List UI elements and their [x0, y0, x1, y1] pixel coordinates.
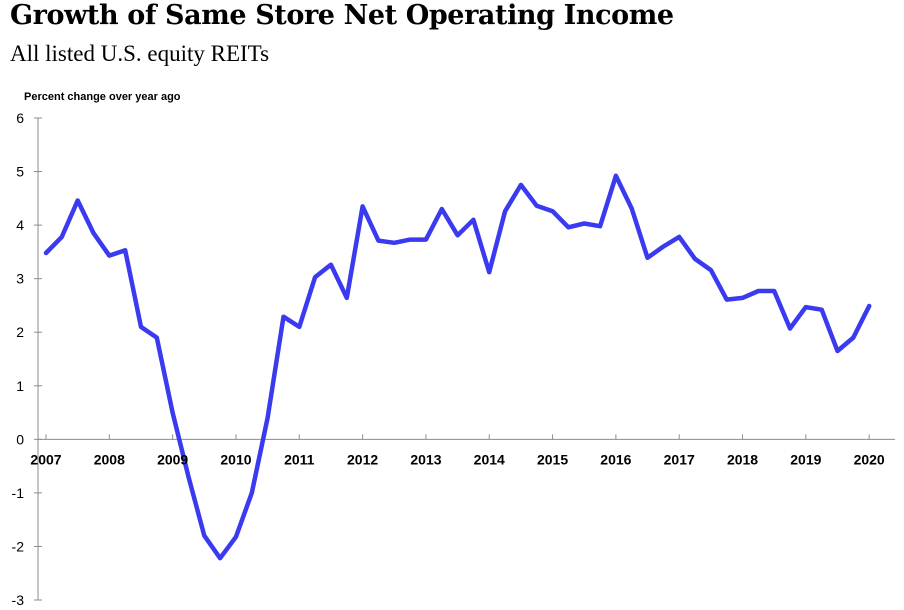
x-tick-label: 2017 [664, 451, 695, 467]
chart-subtitle: All listed U.S. equity REITs [10, 41, 270, 66]
x-tick-label: 2010 [220, 451, 251, 467]
x-tick-label: 2014 [474, 451, 505, 467]
x-tick-label: 2012 [347, 451, 378, 467]
x-tick-label: 2018 [727, 451, 758, 467]
y-tick-label: 1 [16, 378, 24, 394]
series-layer [43, 173, 872, 561]
series-line [43, 173, 872, 561]
x-tick-label: 2013 [410, 451, 441, 467]
y-tick-label: 6 [16, 110, 24, 126]
labels: 6 5 4 3 2 1 0 -1 -2 -3 2007 2008 2009 2010 2011 2012 201… [12, 91, 885, 608]
axes [34, 117, 895, 601]
x-tick-label: 2019 [790, 451, 821, 467]
y-tick-label: 4 [16, 217, 24, 233]
y-tick-label: 3 [16, 271, 24, 287]
y-axis-label: Percent change over year ago [24, 91, 181, 103]
x-tick-label: 2020 [854, 451, 885, 467]
x-tick-label: 2011 [284, 451, 315, 467]
y-tick-label: 2 [16, 324, 24, 340]
x-tick-label: 2007 [30, 451, 61, 467]
x-tick-label: 2008 [94, 451, 125, 467]
y-tick-label: 5 [16, 164, 24, 180]
y-tick-label: -3 [12, 592, 25, 608]
y-tick-label: -1 [12, 485, 25, 501]
y-tick-label: 0 [16, 431, 24, 447]
x-tick-label: 2016 [600, 451, 631, 467]
chart-title: Growth of Same Store Net Operating Incom… [10, 0, 674, 31]
y-tick-label: -2 [12, 538, 25, 554]
x-tick-label: 2009 [157, 451, 188, 467]
x-tick-label: 2015 [537, 451, 568, 467]
